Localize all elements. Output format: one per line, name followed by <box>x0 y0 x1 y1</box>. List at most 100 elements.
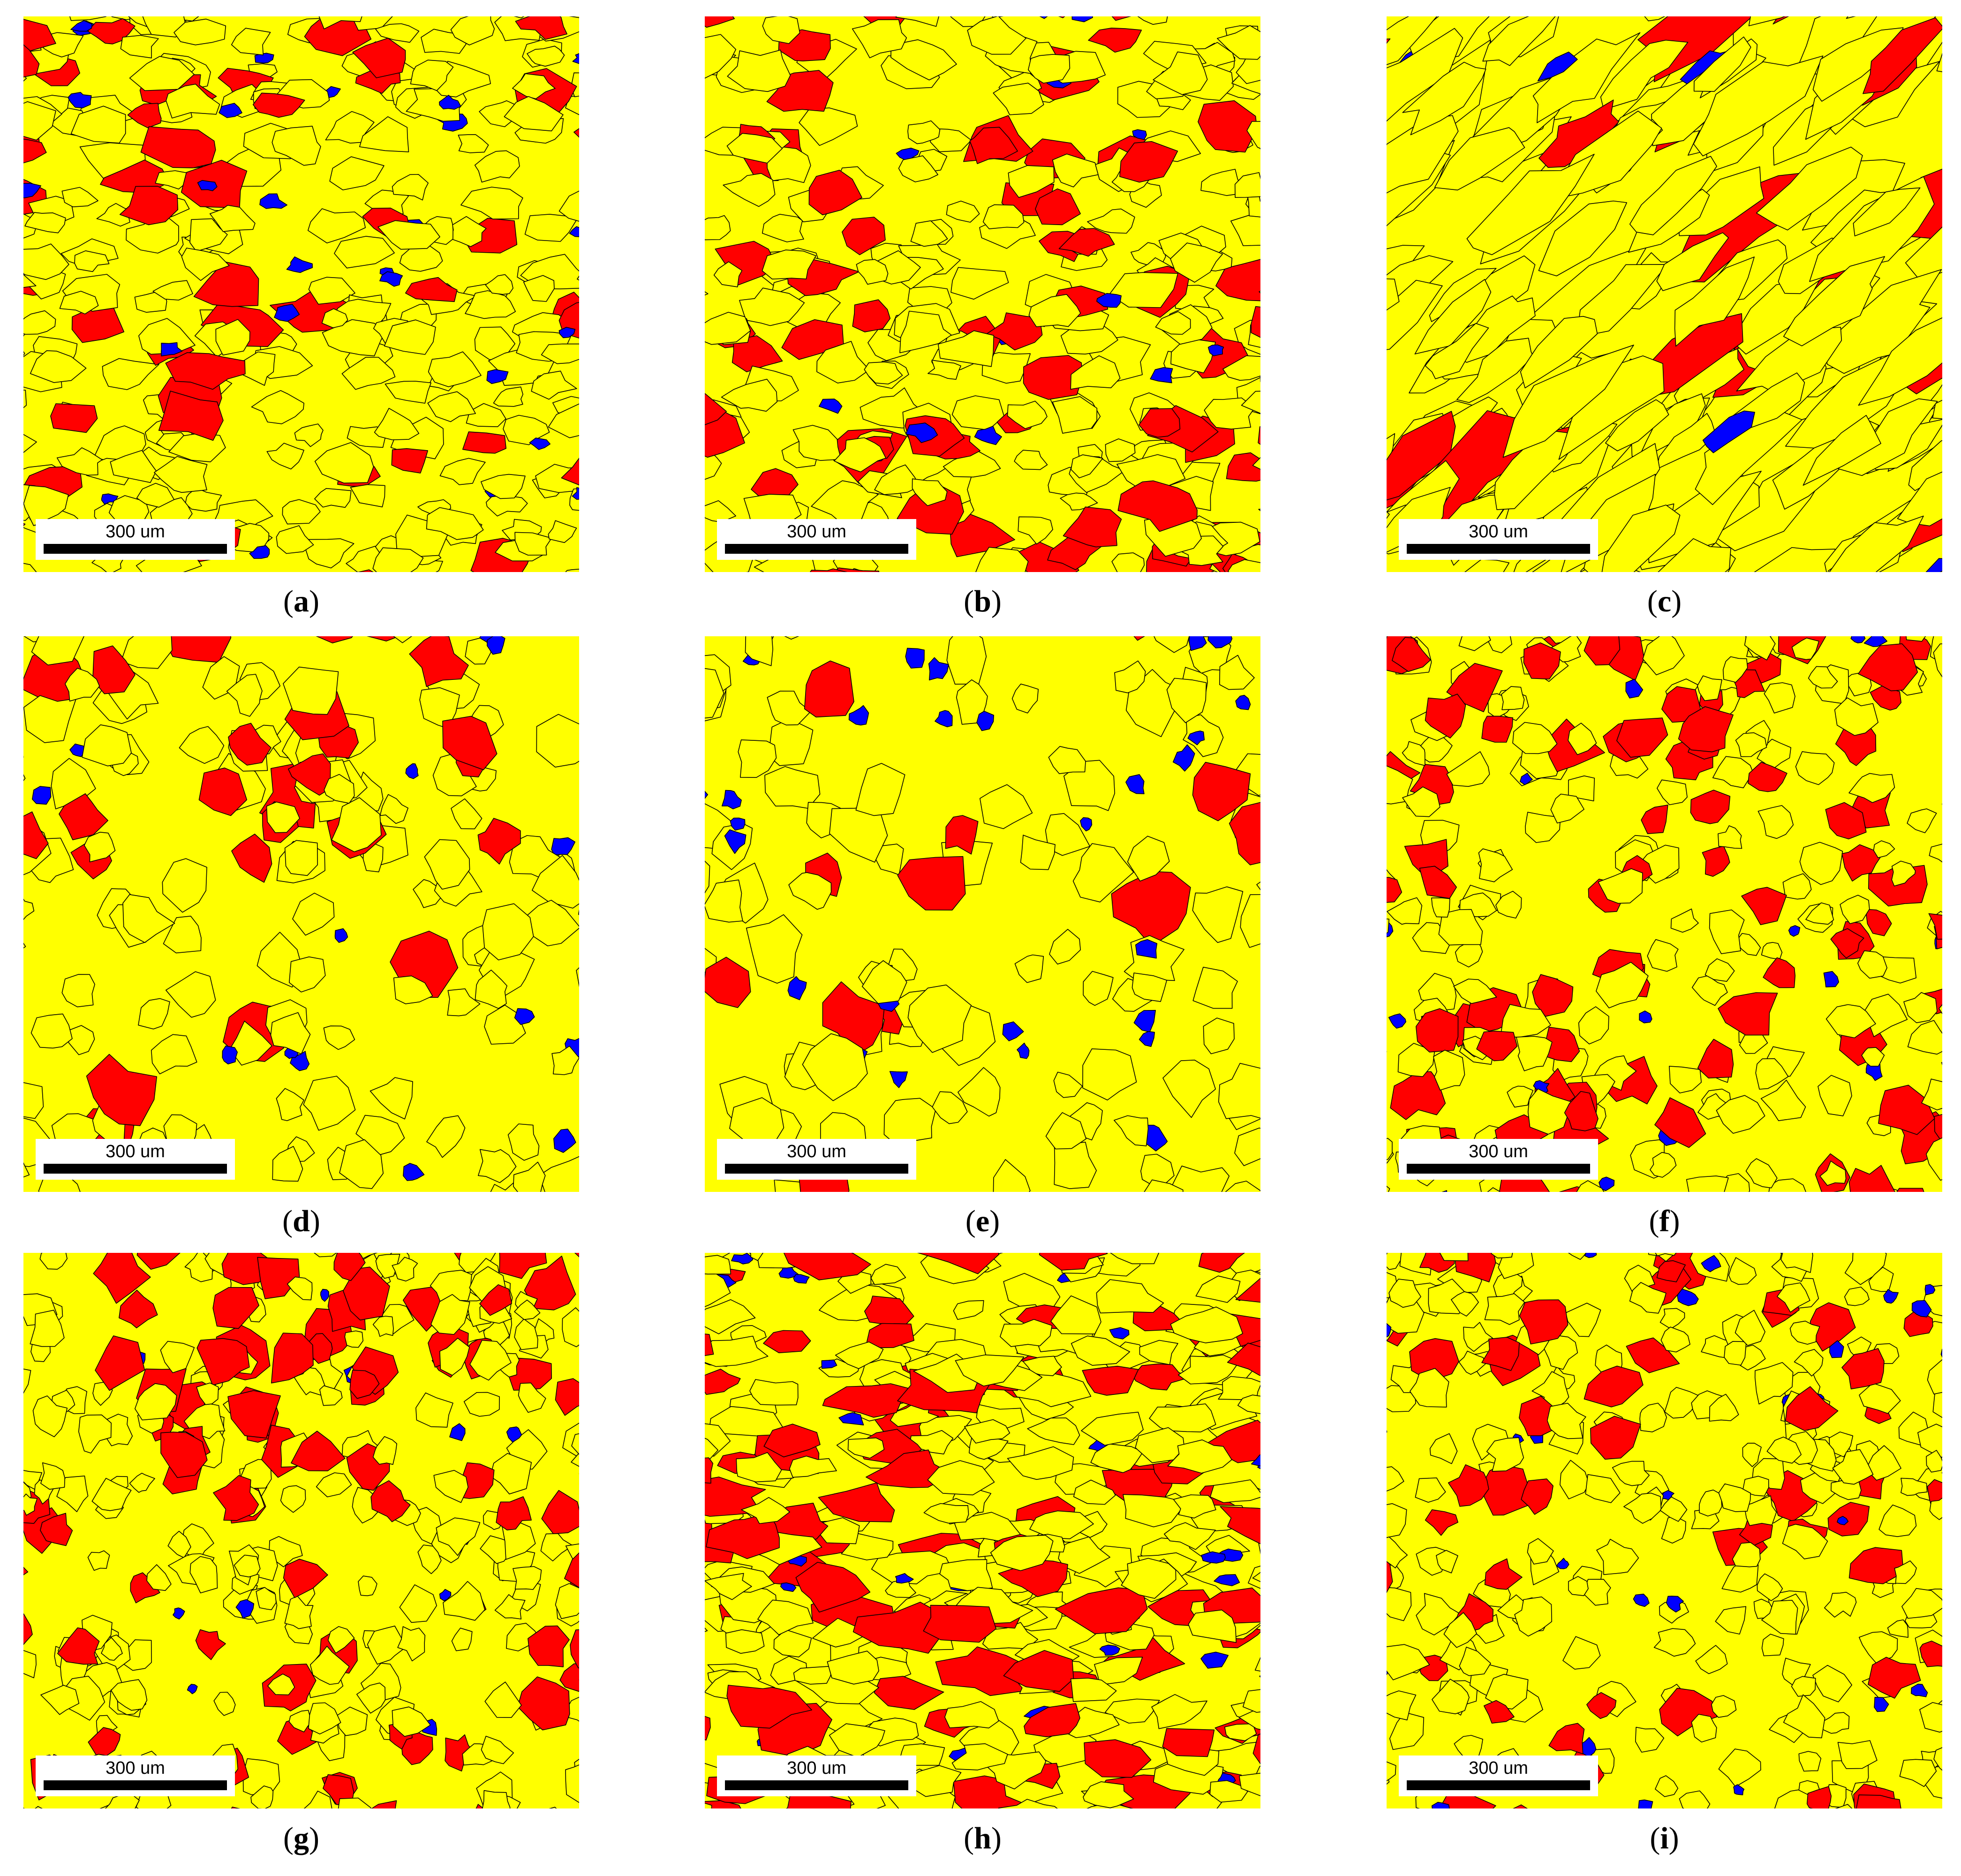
grain <box>1133 636 1145 641</box>
grain <box>527 45 565 67</box>
grain <box>705 1369 741 1395</box>
grain <box>1438 909 1483 946</box>
grain <box>1235 1278 1260 1303</box>
grain <box>1082 1365 1139 1396</box>
grain <box>1661 686 1702 723</box>
grain <box>291 1431 346 1471</box>
grain <box>1487 1187 1502 1192</box>
grain <box>1387 1138 1393 1160</box>
grain <box>1416 1593 1460 1635</box>
grain <box>889 1071 908 1088</box>
grain <box>451 1627 473 1651</box>
grain <box>1629 1282 1667 1314</box>
grain <box>268 1536 303 1567</box>
grain <box>83 831 116 863</box>
scale-bar-line-i <box>1407 1780 1590 1790</box>
grain <box>23 942 26 949</box>
grain <box>1776 1282 1810 1313</box>
grain <box>885 1578 916 1598</box>
grain <box>463 1392 500 1417</box>
grain <box>1940 1349 1942 1358</box>
grain <box>739 287 805 326</box>
grain <box>1451 1291 1479 1317</box>
grain <box>61 187 98 208</box>
grain <box>1825 802 1867 840</box>
grain <box>912 478 948 506</box>
grain <box>121 636 173 669</box>
grain <box>1023 355 1083 400</box>
grain <box>1794 1349 1824 1377</box>
scale-bar-g: 300 um <box>36 1755 235 1796</box>
grain <box>1071 16 1093 23</box>
grain <box>447 988 481 1017</box>
grain <box>284 840 318 876</box>
grain <box>69 743 87 757</box>
grain <box>393 636 413 643</box>
grain <box>802 1033 868 1101</box>
grain <box>1409 1368 1449 1408</box>
grain <box>1495 890 1522 919</box>
grain <box>910 220 948 247</box>
grain <box>541 343 579 364</box>
grain <box>95 1335 145 1391</box>
grain <box>227 1390 281 1439</box>
grain <box>1058 228 1115 257</box>
grain <box>486 636 505 655</box>
grain <box>1170 1306 1243 1343</box>
grain <box>1752 1458 1785 1490</box>
grain <box>1239 1772 1260 1796</box>
grain <box>477 818 521 865</box>
grain <box>1022 1356 1062 1376</box>
grain <box>789 1455 837 1478</box>
grain <box>1429 1433 1458 1464</box>
caption-e: (e) <box>965 1204 1000 1238</box>
grain <box>338 1797 372 1808</box>
grain <box>874 1676 944 1710</box>
grain <box>514 1299 541 1320</box>
grain <box>479 1284 513 1316</box>
grain <box>1390 1071 1446 1120</box>
grain <box>1711 1695 1737 1718</box>
grain <box>314 442 374 484</box>
scale-bar-h: 300 um <box>717 1755 916 1796</box>
grain <box>1829 1340 1844 1358</box>
grain <box>30 350 87 383</box>
grain <box>1083 971 1114 1006</box>
scale-bar-label-c: 300 um <box>1469 522 1528 542</box>
grain <box>848 705 869 726</box>
grain <box>1558 355 1665 460</box>
grain <box>1600 39 1689 110</box>
scale-bar-label-a: 300 um <box>106 522 165 542</box>
grain <box>577 275 579 281</box>
grain <box>160 342 183 357</box>
grain <box>795 1562 871 1613</box>
grain <box>1017 1042 1030 1059</box>
grain <box>1170 339 1216 374</box>
grain <box>979 784 1033 829</box>
grain <box>1163 1522 1216 1550</box>
grain <box>945 815 979 855</box>
scale-bar-e: 300 um <box>717 1139 916 1180</box>
grain <box>366 636 400 641</box>
grain <box>357 569 374 572</box>
grain <box>1053 1071 1083 1098</box>
grain <box>1911 1683 1928 1697</box>
grain <box>1458 636 1491 651</box>
grain <box>1718 1483 1751 1512</box>
grain <box>705 1800 741 1808</box>
scale-bar-a: 300 um <box>36 519 235 560</box>
grain <box>303 1791 332 1808</box>
caption-c: (c) <box>1647 584 1682 618</box>
grain <box>1782 873 1812 900</box>
grain <box>565 1764 579 1803</box>
grain <box>1928 913 1942 940</box>
grain <box>462 431 506 454</box>
grain <box>907 984 972 1053</box>
grain <box>993 83 1044 115</box>
phase-map-i <box>1387 1253 1942 1808</box>
grain <box>321 308 348 328</box>
grain <box>950 513 1015 558</box>
grain <box>119 186 179 226</box>
grain <box>1225 1181 1260 1192</box>
grain <box>1521 1478 1554 1515</box>
